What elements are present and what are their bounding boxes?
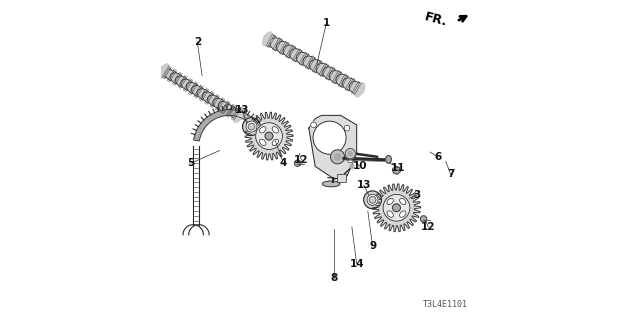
Circle shape <box>367 194 378 205</box>
Circle shape <box>248 123 255 130</box>
Ellipse shape <box>342 78 357 91</box>
Text: 4: 4 <box>280 158 287 168</box>
Circle shape <box>348 157 353 163</box>
Ellipse shape <box>260 139 266 146</box>
Circle shape <box>334 154 340 160</box>
Text: 13: 13 <box>356 180 371 190</box>
Ellipse shape <box>296 52 311 66</box>
Ellipse shape <box>387 198 394 205</box>
Circle shape <box>348 151 353 156</box>
Text: 14: 14 <box>349 259 364 268</box>
Ellipse shape <box>387 211 394 217</box>
Text: 6: 6 <box>435 152 442 162</box>
Ellipse shape <box>303 56 317 69</box>
Circle shape <box>392 204 401 212</box>
Circle shape <box>364 191 381 209</box>
Ellipse shape <box>229 108 243 120</box>
Circle shape <box>246 121 257 132</box>
Text: 7: 7 <box>447 169 454 179</box>
Ellipse shape <box>272 127 278 133</box>
Circle shape <box>330 150 344 164</box>
Text: 2: 2 <box>194 37 201 47</box>
Circle shape <box>311 122 317 128</box>
Ellipse shape <box>159 64 169 78</box>
Polygon shape <box>372 184 420 232</box>
Ellipse shape <box>270 38 285 51</box>
Circle shape <box>350 164 354 168</box>
Ellipse shape <box>197 89 211 100</box>
Text: 8: 8 <box>331 273 338 283</box>
Ellipse shape <box>399 211 406 217</box>
Ellipse shape <box>181 79 195 91</box>
Ellipse shape <box>316 63 331 76</box>
Polygon shape <box>266 36 362 93</box>
Ellipse shape <box>186 83 200 94</box>
Circle shape <box>294 160 301 166</box>
Ellipse shape <box>213 98 227 110</box>
Text: 12: 12 <box>421 222 436 232</box>
Ellipse shape <box>202 92 216 104</box>
Circle shape <box>255 123 282 149</box>
Ellipse shape <box>310 60 324 73</box>
Polygon shape <box>309 116 356 179</box>
Text: FR.: FR. <box>423 10 449 28</box>
Ellipse shape <box>355 83 365 97</box>
Ellipse shape <box>191 86 205 97</box>
Text: 11: 11 <box>391 163 405 173</box>
Text: 1: 1 <box>323 18 330 28</box>
Circle shape <box>345 148 355 159</box>
Text: 9: 9 <box>369 241 376 251</box>
Ellipse shape <box>386 156 392 163</box>
Ellipse shape <box>349 82 364 95</box>
Ellipse shape <box>175 76 189 88</box>
Ellipse shape <box>218 101 232 113</box>
Ellipse shape <box>260 127 266 133</box>
Circle shape <box>243 118 260 135</box>
Ellipse shape <box>399 198 406 205</box>
Polygon shape <box>194 110 265 141</box>
Ellipse shape <box>207 95 222 107</box>
Ellipse shape <box>290 49 305 62</box>
Text: 13: 13 <box>235 105 249 115</box>
Ellipse shape <box>336 74 351 87</box>
Ellipse shape <box>170 73 184 84</box>
Text: 10: 10 <box>353 161 367 172</box>
Ellipse shape <box>159 67 173 78</box>
Ellipse shape <box>323 181 340 187</box>
Text: T3L4E1101: T3L4E1101 <box>423 300 468 309</box>
FancyBboxPatch shape <box>337 174 346 182</box>
Text: 12: 12 <box>294 155 308 165</box>
Ellipse shape <box>164 70 179 82</box>
Circle shape <box>420 216 427 222</box>
Ellipse shape <box>323 67 337 80</box>
Ellipse shape <box>223 105 238 116</box>
Ellipse shape <box>276 42 291 55</box>
Circle shape <box>344 125 350 131</box>
Text: 3: 3 <box>413 190 421 200</box>
Polygon shape <box>163 68 241 118</box>
Ellipse shape <box>272 139 278 146</box>
Circle shape <box>383 195 410 221</box>
Circle shape <box>265 132 273 140</box>
Ellipse shape <box>262 32 273 46</box>
Ellipse shape <box>234 108 244 123</box>
Text: 5: 5 <box>188 158 195 168</box>
Ellipse shape <box>263 34 278 47</box>
Polygon shape <box>245 112 293 160</box>
Circle shape <box>313 121 346 154</box>
Circle shape <box>369 196 376 203</box>
Ellipse shape <box>283 45 298 58</box>
Ellipse shape <box>330 71 344 84</box>
